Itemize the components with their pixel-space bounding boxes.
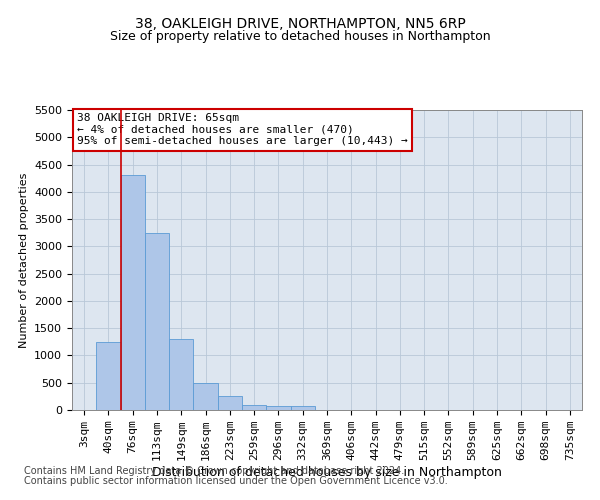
Text: 38 OAKLEIGH DRIVE: 65sqm
← 4% of detached houses are smaller (470)
95% of semi-d: 38 OAKLEIGH DRIVE: 65sqm ← 4% of detache… xyxy=(77,113,408,146)
X-axis label: Distribution of detached houses by size in Northampton: Distribution of detached houses by size … xyxy=(152,466,502,479)
Bar xyxy=(121,176,145,410)
Bar xyxy=(266,406,290,410)
Bar xyxy=(193,382,218,410)
Y-axis label: Number of detached properties: Number of detached properties xyxy=(19,172,29,348)
Bar xyxy=(218,396,242,410)
Text: 38, OAKLEIGH DRIVE, NORTHAMPTON, NN5 6RP: 38, OAKLEIGH DRIVE, NORTHAMPTON, NN5 6RP xyxy=(134,18,466,32)
Bar xyxy=(145,232,169,410)
Bar xyxy=(242,404,266,410)
Bar xyxy=(96,342,121,410)
Bar xyxy=(290,406,315,410)
Bar xyxy=(169,339,193,410)
Text: Size of property relative to detached houses in Northampton: Size of property relative to detached ho… xyxy=(110,30,490,43)
Text: Contains HM Land Registry data © Crown copyright and database right 2024.: Contains HM Land Registry data © Crown c… xyxy=(24,466,404,476)
Text: Contains public sector information licensed under the Open Government Licence v3: Contains public sector information licen… xyxy=(24,476,448,486)
